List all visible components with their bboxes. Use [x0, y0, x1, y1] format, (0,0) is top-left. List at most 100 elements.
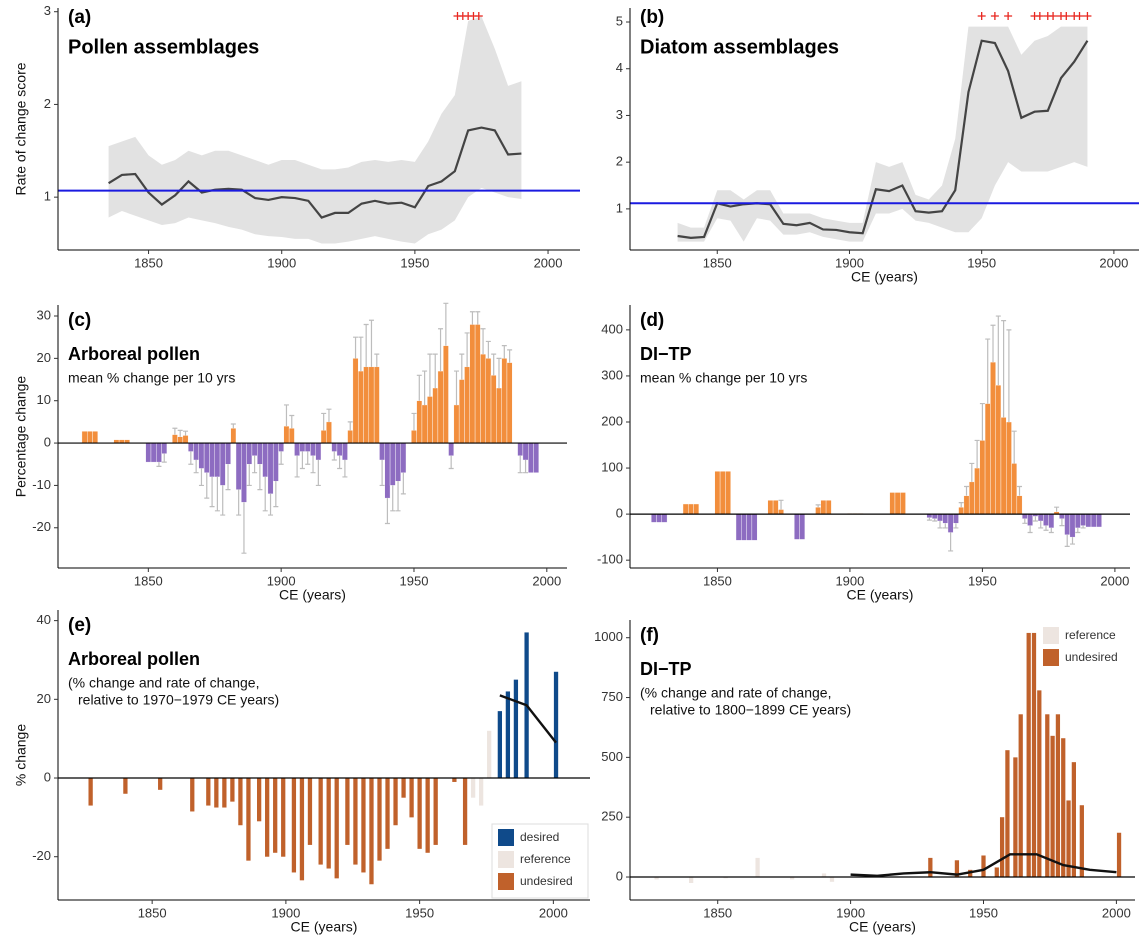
bar: [746, 513, 753, 541]
legend-label: reference: [520, 852, 571, 866]
y-tick-label: 2: [44, 96, 51, 111]
bar: [291, 778, 297, 873]
error-bar: [225, 464, 231, 491]
bar: [437, 370, 444, 444]
bar: [1074, 513, 1081, 529]
error-bar: [932, 518, 938, 522]
error-bar: [368, 319, 374, 367]
bar: [156, 442, 162, 463]
bar: [225, 442, 231, 465]
error-bar: [995, 315, 1001, 386]
error-bar: [438, 328, 444, 372]
bar: [497, 711, 503, 779]
bar: [288, 428, 295, 444]
bar: [999, 817, 1005, 878]
bar: [331, 442, 338, 452]
y-tick-label: 500: [601, 749, 623, 764]
y-tick-label: 10: [37, 392, 51, 407]
panel-label: (d): [640, 310, 664, 331]
y-tick-label: -20: [32, 848, 51, 863]
bar: [320, 430, 327, 444]
panel-subtitle: relative to 1970−1979 CE years): [78, 692, 279, 708]
error-bar: [517, 455, 523, 474]
bar: [230, 428, 237, 444]
bar: [326, 778, 331, 869]
bar: [470, 778, 476, 798]
error-bar: [953, 523, 959, 529]
error-bar: [384, 498, 390, 525]
legend-swatch: [498, 829, 514, 846]
bar: [1031, 632, 1037, 878]
bar: [1069, 513, 1076, 538]
bar: [336, 442, 343, 456]
bar: [393, 778, 398, 826]
bar: [425, 778, 430, 853]
error-bar: [1059, 518, 1065, 527]
error-bar: [469, 311, 475, 325]
error-bar: [926, 517, 932, 521]
bar: [182, 435, 189, 444]
error-bar: [1038, 521, 1044, 529]
panel-label: (c): [68, 310, 91, 331]
bar: [369, 778, 374, 885]
bar: [1048, 513, 1055, 529]
y-tick-label: 0: [616, 506, 623, 521]
bar: [954, 860, 960, 878]
bar: [496, 387, 502, 444]
y-tick-label: 5: [616, 13, 623, 28]
bar: [820, 500, 827, 515]
bar: [1021, 513, 1028, 519]
error-bar: [948, 532, 954, 552]
bar: [278, 442, 285, 452]
legend-label: undesired: [520, 874, 573, 888]
y-tick-label: 0: [616, 868, 623, 883]
panel-label: (f): [640, 625, 659, 646]
panel-title: DI−TP: [640, 344, 692, 364]
bar: [942, 513, 949, 524]
bar: [299, 778, 305, 881]
significance-marker: [1075, 12, 1084, 20]
error-bar: [778, 499, 784, 510]
x-tick-label: 1850: [703, 905, 732, 920]
x-tick-label: 1950: [968, 573, 997, 588]
bar: [1037, 513, 1044, 522]
x-tick-label: 2000: [1100, 573, 1129, 588]
bar: [241, 442, 247, 503]
bar: [1085, 513, 1092, 528]
bar: [1050, 735, 1055, 878]
bar: [825, 500, 832, 515]
bar: [411, 430, 417, 444]
bar: [719, 471, 726, 515]
bar: [281, 778, 286, 857]
bar: [474, 324, 481, 444]
bar: [326, 421, 332, 444]
x-axis-label: CE (years): [851, 269, 918, 285]
bar: [190, 778, 195, 812]
error-bar: [305, 451, 311, 465]
bar: [385, 778, 390, 849]
bar: [981, 855, 986, 878]
bar: [433, 778, 438, 845]
bar: [1006, 421, 1012, 515]
error-bar: [204, 472, 210, 499]
bar: [230, 778, 235, 802]
error-bar: [177, 429, 183, 437]
bar: [462, 778, 468, 845]
bar: [453, 404, 460, 444]
bar: [273, 778, 278, 853]
bar: [361, 778, 366, 873]
bar: [452, 778, 457, 782]
bar: [464, 366, 470, 444]
significance-marker: [1004, 12, 1013, 20]
x-tick-label: 1850: [134, 573, 163, 588]
error-bar: [363, 323, 369, 367]
panel-title: Diatom assemblages: [640, 36, 839, 58]
bar: [345, 778, 350, 845]
error-bar: [374, 353, 380, 367]
x-axis-label: CE (years): [849, 919, 916, 935]
bar: [485, 358, 492, 444]
error-bar: [496, 357, 502, 389]
y-tick-label: 0: [44, 435, 51, 450]
bar: [203, 442, 210, 473]
error-bar: [1011, 430, 1017, 464]
